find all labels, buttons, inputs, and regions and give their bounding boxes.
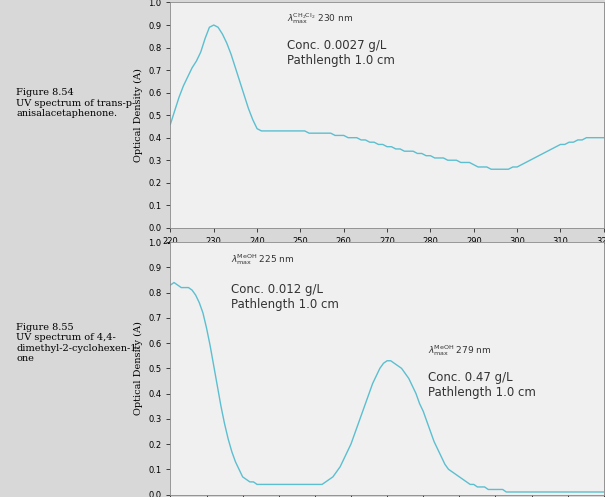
Y-axis label: Optical Density (A): Optical Density (A) xyxy=(134,322,143,415)
Text: Figure 8.54
UV spectrum of trans-p-
anisalacetaphenone.: Figure 8.54 UV spectrum of trans-p- anis… xyxy=(16,88,136,118)
Text: $\lambda$$^{\mathregular{CH_2Cl_2}}_{\mathregular{max}}$ 230 nm: $\lambda$$^{\mathregular{CH_2Cl_2}}_{\ma… xyxy=(287,11,353,26)
Text: $\lambda$$^{\mathregular{MeOH}}_{\mathregular{max}}$ 279 nm: $\lambda$$^{\mathregular{MeOH}}_{\mathre… xyxy=(428,343,492,358)
Text: Conc. 0.47 g/L
Pathlength 1.0 cm: Conc. 0.47 g/L Pathlength 1.0 cm xyxy=(428,371,536,399)
Y-axis label: Optical Density (A): Optical Density (A) xyxy=(134,68,143,162)
Text: Conc. 0.012 g/L
Pathlength 1.0 cm: Conc. 0.012 g/L Pathlength 1.0 cm xyxy=(231,282,339,311)
Text: Figure 8.55
UV spectrum of 4,4-
dimethyl-2-cyclohexen-1-
one: Figure 8.55 UV spectrum of 4,4- dimethyl… xyxy=(16,323,140,363)
Text: Conc. 0.0027 g/L
Pathlength 1.0 cm: Conc. 0.0027 g/L Pathlength 1.0 cm xyxy=(287,39,395,67)
Text: $\lambda$$^{\mathregular{MeOH}}_{\mathregular{max}}$ 225 nm: $\lambda$$^{\mathregular{MeOH}}_{\mathre… xyxy=(231,252,295,267)
X-axis label: Wavelength in nm: Wavelength in nm xyxy=(342,251,431,260)
